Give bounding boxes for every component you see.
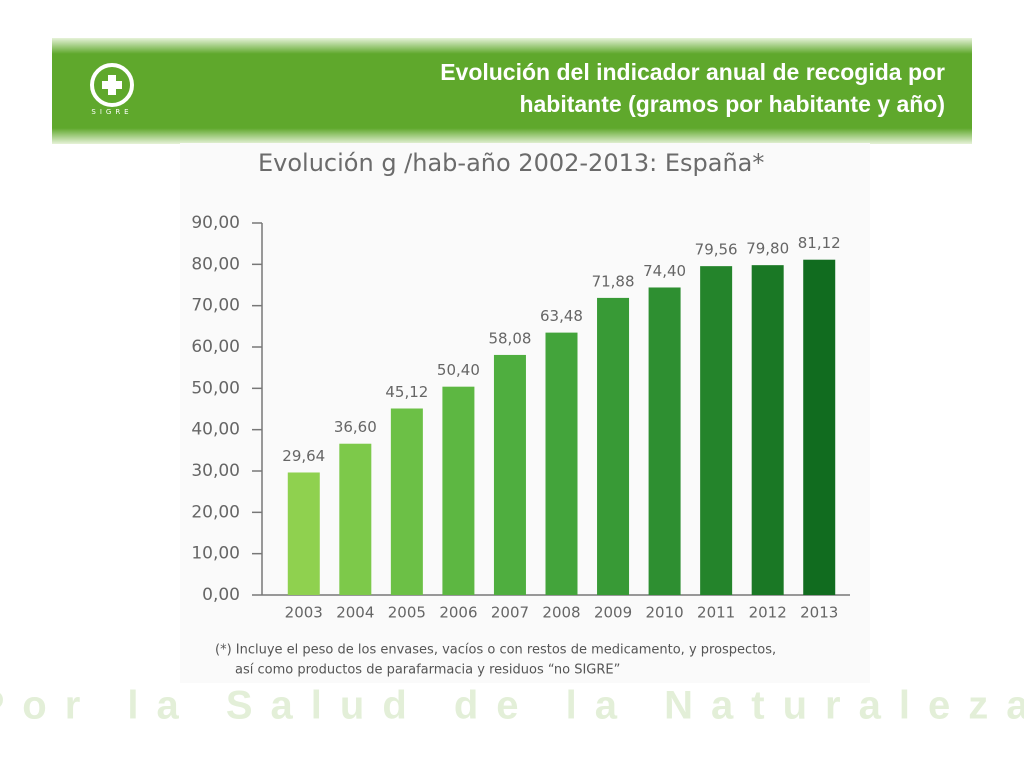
y-tick-label: 0,00 xyxy=(202,585,240,605)
x-tick-label: 2012 xyxy=(749,604,787,622)
x-tick-label: 2010 xyxy=(645,604,683,622)
logo-text: SIGRE xyxy=(91,108,132,116)
y-tick-label: 30,00 xyxy=(191,461,240,481)
x-tick-label: 2011 xyxy=(697,604,735,622)
y-tick-label: 40,00 xyxy=(191,420,240,440)
chart-title: Evolución g /hab-año 2002-2013: España* xyxy=(258,149,764,177)
logo: SIGRE xyxy=(90,63,134,116)
x-tick-label: 2005 xyxy=(388,604,426,622)
value-label: 79,56 xyxy=(695,241,738,259)
chart-note: (*) Incluye el peso de los envases, vací… xyxy=(215,643,776,658)
x-tick-label: 2008 xyxy=(542,604,580,622)
bar xyxy=(545,332,578,595)
value-label: 81,12 xyxy=(798,234,841,252)
x-tick-label: 2004 xyxy=(336,604,374,622)
bar xyxy=(700,266,733,595)
bar xyxy=(339,443,372,595)
y-tick-label: 10,00 xyxy=(191,544,240,564)
footer-slogan: Por la Salud de la Naturaleza xyxy=(0,684,1024,728)
bar xyxy=(287,472,320,595)
bar xyxy=(493,354,526,595)
value-label: 36,60 xyxy=(334,418,377,436)
x-tick-label: 2013 xyxy=(800,604,838,622)
header-title: habitante (gramos por habitante y año) xyxy=(519,91,945,117)
y-tick-label: 50,00 xyxy=(191,378,240,398)
value-label: 29,64 xyxy=(282,447,325,465)
value-label: 71,88 xyxy=(592,272,635,290)
header-title: Evolución del indicador anual de recogid… xyxy=(440,59,945,85)
bar xyxy=(597,297,630,595)
bar xyxy=(803,259,836,595)
x-tick-label: 2009 xyxy=(594,604,632,622)
y-tick-label: 70,00 xyxy=(191,296,240,316)
bar xyxy=(390,408,423,595)
x-tick-label: 2007 xyxy=(491,604,529,622)
bar xyxy=(648,287,681,595)
value-label: 63,48 xyxy=(540,307,583,325)
y-tick-label: 80,00 xyxy=(191,254,240,274)
value-label: 79,80 xyxy=(746,240,789,258)
header-band xyxy=(52,38,972,144)
value-label: 45,12 xyxy=(385,383,428,401)
y-tick-label: 90,00 xyxy=(191,213,240,233)
value-label: 50,40 xyxy=(437,361,480,379)
x-tick-label: 2006 xyxy=(439,604,477,622)
value-label: 58,08 xyxy=(488,329,531,347)
x-tick-label: 2003 xyxy=(285,604,323,622)
bar xyxy=(751,265,784,595)
chart-note: así como productos de parafarmacia y res… xyxy=(235,663,620,678)
y-tick-label: 20,00 xyxy=(191,502,240,522)
value-label: 74,40 xyxy=(643,262,686,280)
bar xyxy=(442,386,475,595)
y-tick-label: 60,00 xyxy=(191,337,240,357)
